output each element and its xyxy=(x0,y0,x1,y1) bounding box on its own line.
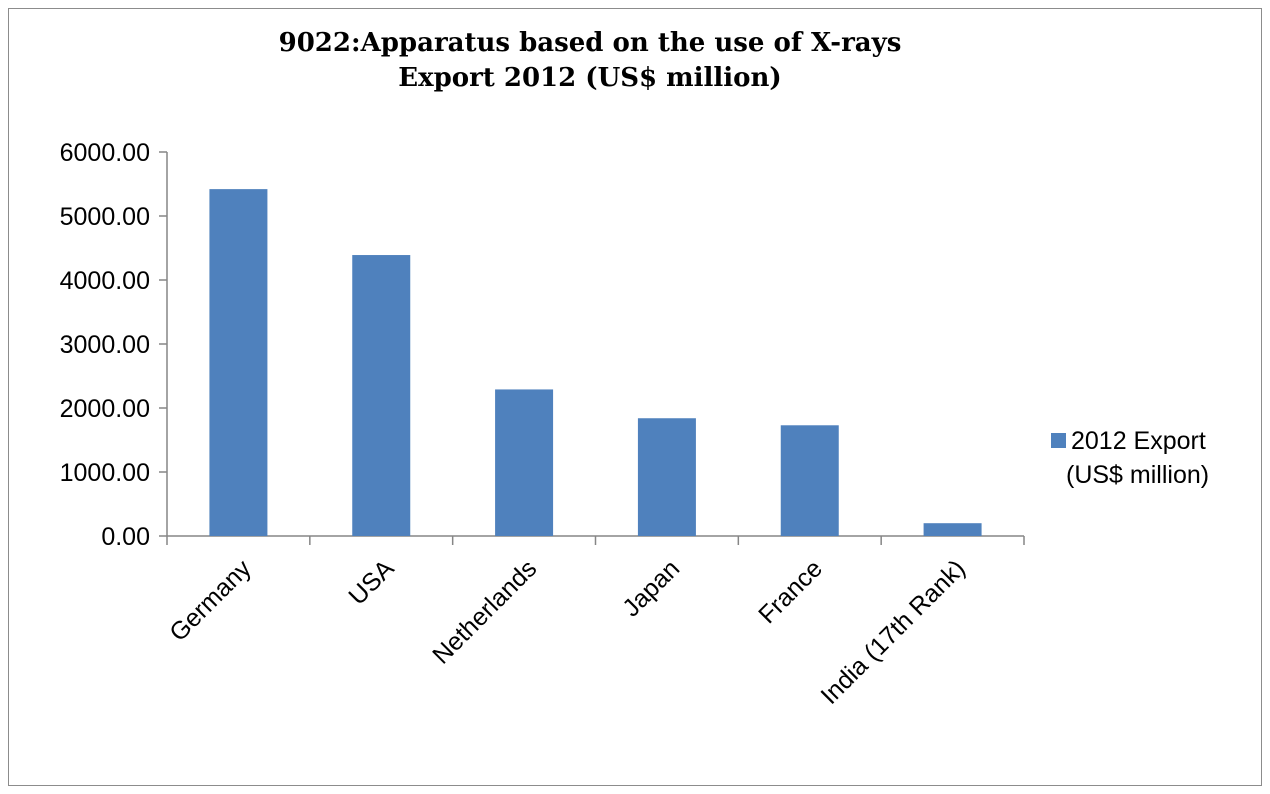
x-tick-label: France xyxy=(753,554,828,629)
x-tick-label: Germany xyxy=(164,554,257,647)
legend: 2012 Export (US$ million) xyxy=(1051,427,1209,489)
bar-usa xyxy=(352,255,411,537)
x-tick-label: Netherlands xyxy=(427,554,542,669)
legend-label: (US$ million) xyxy=(1066,461,1209,489)
legend-label: 2012 Export xyxy=(1071,427,1206,455)
y-tick-label: 4000.00 xyxy=(60,267,150,295)
y-tick-label: 0.00 xyxy=(101,523,150,551)
y-tick-label: 2000.00 xyxy=(60,395,150,423)
x-tick-label: India (17th Rank) xyxy=(815,554,970,709)
bar-india-17th-rank xyxy=(923,523,982,536)
chart-subtitle: Export 2012 (US$ million) xyxy=(398,63,781,93)
x-tick-label: USA xyxy=(343,554,399,610)
y-tick-label: 6000.00 xyxy=(60,139,150,167)
legend-swatch xyxy=(1051,433,1066,448)
plot-area: 0.00 1000.00 2000.00 3000.00 4000.00 5000.00 6… xyxy=(60,139,1025,710)
chart-title: 9022:Apparatus based on the use of X-ray… xyxy=(279,28,902,58)
bar-japan xyxy=(637,418,696,536)
x-tick-label: Japan xyxy=(617,554,685,622)
y-tick-label: 3000.00 xyxy=(60,331,150,359)
y-tick-label: 5000.00 xyxy=(60,203,150,231)
y-tick-label: 1000.00 xyxy=(60,459,150,487)
bar-netherlands xyxy=(495,389,554,536)
bar-france xyxy=(780,425,839,536)
bar-germany xyxy=(209,189,268,536)
